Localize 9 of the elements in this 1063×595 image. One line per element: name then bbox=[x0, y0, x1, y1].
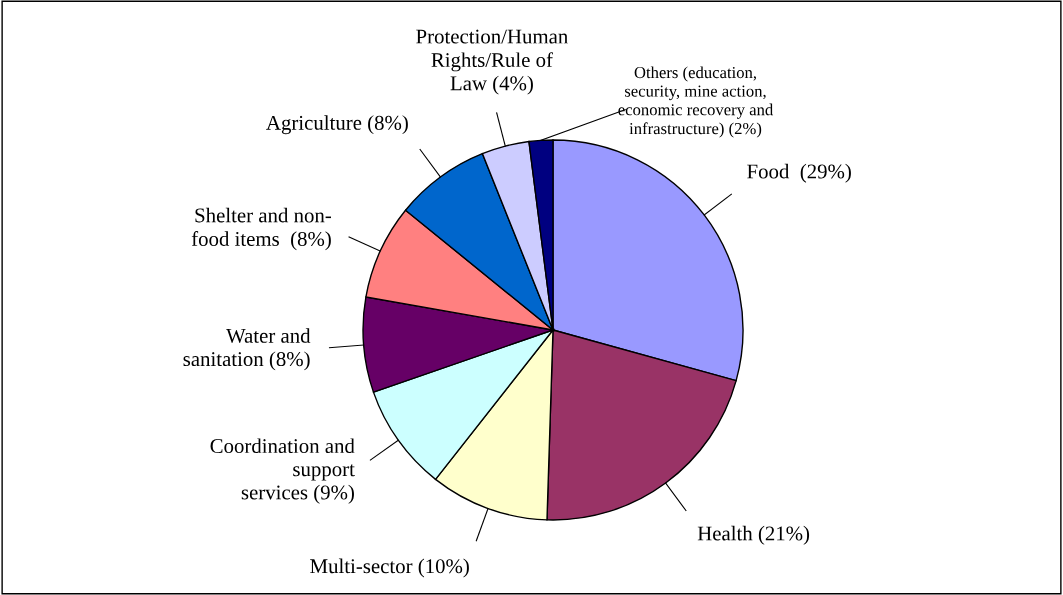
slice-label: Water and sanitation (8%) bbox=[183, 328, 311, 371]
slice-label: Protection/Human Rights/Rule of Law (4%) bbox=[416, 29, 568, 95]
slice-label: Shelter and non- food items (8%) bbox=[191, 207, 332, 251]
slice-label: Health (21%) bbox=[697, 525, 810, 545]
slice-label: Food (29%) bbox=[747, 163, 851, 183]
slice-label: Coordination and support services (9%) bbox=[210, 438, 355, 504]
slice-label: Others (education, security, mine action, economic recovery and infrastructure) (2%) bbox=[618, 66, 774, 138]
slice-label: Agriculture (8%) bbox=[266, 115, 408, 135]
slice-label: Multi-sector (10%) bbox=[310, 558, 469, 578]
